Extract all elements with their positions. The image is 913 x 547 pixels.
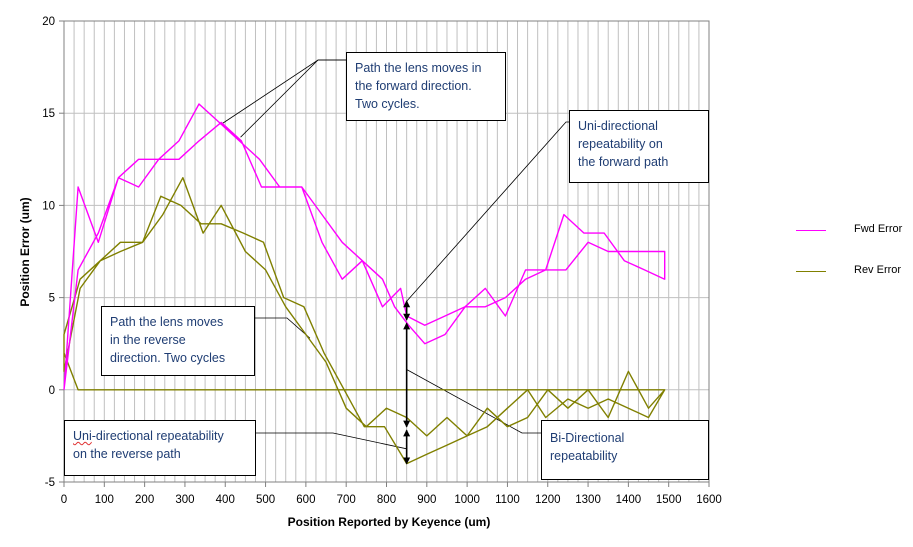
- x-tick-label: 0: [61, 494, 67, 506]
- callout-line: direction. Two cycles: [110, 351, 226, 365]
- y-tick-label: 10: [42, 200, 55, 212]
- y-tick-label: 5: [49, 293, 55, 305]
- x-tick-label: 1100: [495, 494, 520, 506]
- callout-bi-directional: Bi-Directional repeatability: [541, 420, 709, 480]
- x-tick-label: 1400: [616, 494, 642, 506]
- series-layer: [63, 103, 666, 465]
- x-tick-label: 400: [216, 494, 235, 506]
- x-tick-label: 800: [377, 494, 396, 506]
- x-tick-label: 1300: [575, 494, 601, 506]
- x-tick-label: 900: [417, 494, 436, 506]
- callout-reverse-path: Path the lens moves in the reverse direc…: [101, 306, 255, 376]
- x-axis-title: Position Reported by Keyence (um): [288, 515, 491, 529]
- y-tick-labels: -5 0 5 10 15 20: [42, 16, 64, 489]
- y-tick-label: 15: [42, 108, 55, 120]
- legend-swatch: [796, 271, 826, 272]
- legend-label: Fwd Error: [854, 223, 903, 235]
- series-line-rev-error: [63, 176, 666, 465]
- x-tick-label: 300: [175, 494, 194, 506]
- annotation-leader-line: [220, 59, 346, 125]
- y-tick-label: 0: [49, 385, 55, 397]
- annotation-leader-line: [255, 317, 311, 339]
- x-tick-label: 700: [337, 494, 356, 506]
- y-tick-label: -5: [45, 477, 55, 489]
- arrow-head-icon: [403, 457, 411, 465]
- y-tick-label: 20: [42, 16, 55, 28]
- callout-forward-path: Path the lens moves in the forward direc…: [346, 52, 506, 121]
- annotation-leader-line: [406, 369, 541, 434]
- callout-line: Two cycles.: [355, 97, 420, 111]
- callout-line: on the reverse path: [73, 447, 181, 461]
- repeatability-arrows: [403, 300, 411, 465]
- annotation-leader-line: [240, 59, 346, 138]
- y-axis-title: Position Error (um): [18, 197, 32, 306]
- callout-uni-reverse: Uni-directional repeatability on the rev…: [64, 420, 256, 476]
- annotation-leader-lines: [220, 59, 569, 450]
- callout-line: Uni-directional: [578, 119, 658, 133]
- callout-line: Path the lens moves: [110, 315, 224, 329]
- x-tick-label: 1200: [535, 494, 561, 506]
- callout-line: repeatability on: [578, 137, 663, 151]
- callout-line: Path the lens moves in: [355, 61, 482, 75]
- arrow-head-icon: [403, 300, 411, 308]
- x-tick-label: 100: [95, 494, 114, 506]
- x-tick-label: 1500: [656, 494, 682, 506]
- spellcheck-word: Uni: [73, 429, 92, 443]
- callout-line: Uni-directional repeatability: [73, 427, 247, 445]
- callout-uni-forward: Uni-directional repeatability on the for…: [569, 110, 709, 183]
- x-tick-label: 1000: [454, 494, 480, 506]
- x-tick-label: 500: [256, 494, 275, 506]
- x-tick-labels: 0 100 200 300 400 500 600 700 800 900 1000 1100 1200…: [61, 482, 722, 506]
- callout-line: the forward path: [578, 155, 669, 169]
- series-line-fwd-error: [63, 103, 666, 390]
- legend-label: Rev Error: [854, 264, 902, 276]
- callout-text: -directional repeatability: [91, 429, 224, 443]
- arrow-head-icon: [403, 322, 411, 330]
- callout-line: in the reverse: [110, 333, 186, 347]
- x-tick-label: 1600: [696, 494, 722, 506]
- arrow-head-icon: [403, 313, 411, 321]
- arrow-head-icon: [403, 429, 411, 437]
- callout-line: Bi-Directional: [550, 431, 625, 445]
- arrow-head-icon: [403, 420, 411, 428]
- callout-line: the forward direction.: [355, 79, 472, 93]
- legend-swatch: [796, 230, 826, 231]
- x-tick-label: 200: [135, 494, 154, 506]
- annotation-leader-line: [255, 432, 407, 450]
- x-tick-label: 600: [296, 494, 315, 506]
- callout-line: repeatability: [550, 449, 618, 463]
- annotation-leader-line: [406, 121, 569, 302]
